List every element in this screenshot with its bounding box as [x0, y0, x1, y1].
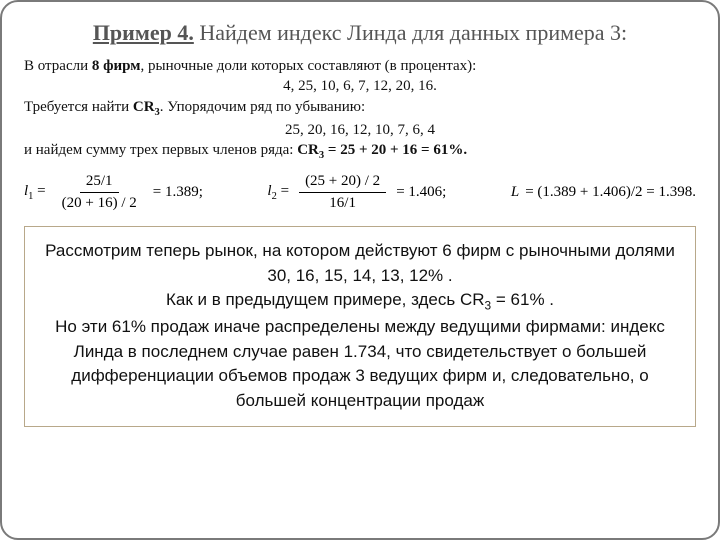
l1-frac: 25/1 (20 + 16) / 2	[56, 173, 143, 212]
L-label: L	[511, 184, 519, 201]
p1-l2b: CR	[133, 99, 155, 115]
box-t2a: Как и в предыдущем примере, здесь CR	[166, 290, 485, 309]
p1-l1c: , рыночные доли которых составляют (в пр…	[140, 58, 476, 74]
shares-line: 4, 25, 10, 6, 7, 12, 20, 16.	[24, 76, 696, 96]
l2-val: = 1.406;	[396, 184, 446, 201]
box-line3: Но эти 61% продаж иначе распределены меж…	[43, 315, 677, 414]
l1-val: = 1.389;	[153, 184, 203, 201]
box-line2: Как и в предыдущем примере, здесь CR3 = …	[43, 288, 677, 315]
p1-l3c: = 25 + 20 + 16 = 61%.	[324, 142, 467, 158]
box-line1: Рассмотрим теперь рынок, на котором дейс…	[43, 239, 677, 288]
slide-title: Пример 4. Найдем индекс Линда для данных…	[24, 20, 696, 46]
slide-frame: Пример 4. Найдем индекс Линда для данных…	[0, 0, 720, 540]
title-rest: Найдем индекс Линда для данных примера 3…	[194, 20, 627, 45]
p1-l1b: 8 фирм	[92, 58, 141, 74]
formula-l1: l1 = 25/1 (20 + 16) / 2 = 1.389;	[24, 173, 203, 212]
p1-l2c: . Упорядочим ряд по убыванию:	[160, 99, 365, 115]
l1-eq: =	[33, 183, 45, 199]
p1-l1a: В отрасли	[24, 58, 92, 74]
l2-eq: =	[277, 183, 289, 199]
sorted-line: 25, 20, 16, 12, 10, 7, 6, 4	[24, 120, 696, 140]
formula-l2: l2 = (25 + 20) / 2 16/1 = 1.406;	[267, 173, 446, 212]
p1-l3a: и найдем сумму трех первых членов ряда:	[24, 142, 297, 158]
box-t2b: = 61% .	[491, 290, 554, 309]
problem-text: В отрасли 8 фирм, рыночные доли которых …	[24, 56, 696, 163]
L-expr: = (1.389 + 1.406)/2 = 1.398.	[525, 184, 696, 201]
comparison-box: Рассмотрим теперь рынок, на котором дейс…	[24, 226, 696, 426]
l1-num: 25/1	[80, 173, 119, 193]
formula-L: L = (1.389 + 1.406)/2 = 1.398.	[511, 184, 696, 201]
l2-den: 16/1	[323, 193, 362, 212]
formula-row: l1 = 25/1 (20 + 16) / 2 = 1.389; l2 = (2…	[24, 173, 696, 212]
p1-l2a: Требуется найти	[24, 99, 133, 115]
title-label: Пример 4.	[93, 20, 194, 45]
p1-l3b: CR	[297, 142, 319, 158]
l1-den: (20 + 16) / 2	[56, 193, 143, 212]
l2-num: (25 + 20) / 2	[299, 173, 386, 193]
l2-frac: (25 + 20) / 2 16/1	[299, 173, 386, 212]
